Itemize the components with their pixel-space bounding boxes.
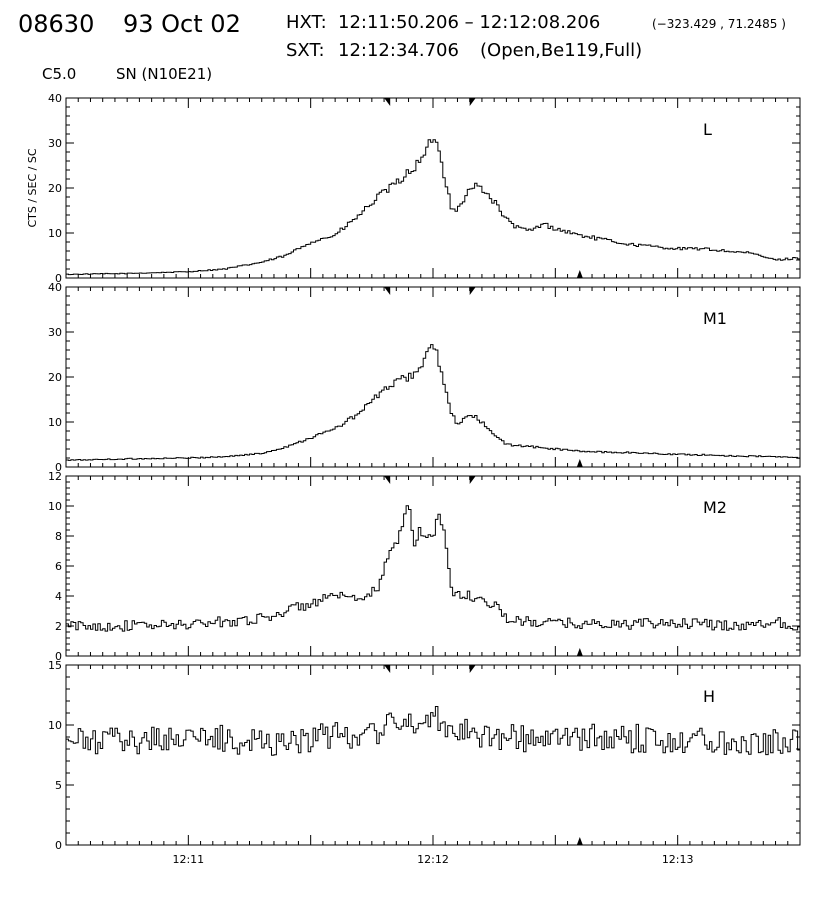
sxt-label: SXT: <box>286 40 325 61</box>
y-tick-label: 10 <box>48 416 62 429</box>
series-line-M2 <box>66 505 800 632</box>
hxt-start-marker <box>384 665 391 673</box>
panel-label-H: H <box>703 687 715 706</box>
y-tick-label: 20 <box>48 371 62 384</box>
event-id: 08630 <box>18 10 95 38</box>
goes-class: C5.0 <box>42 65 77 83</box>
series-line-L <box>66 139 800 276</box>
hxt-time-range: 12:11:50.206 – 12:12:08.206 <box>338 12 601 33</box>
y-tick-label: 0 <box>55 650 62 663</box>
hxt-label: HXT: <box>286 12 327 33</box>
y-tick-label: 10 <box>48 227 62 240</box>
sxt-time-marker <box>576 648 583 656</box>
y-tick-label: 12 <box>48 470 62 483</box>
hxt-end-marker <box>469 98 476 106</box>
panel-label-M2: M2 <box>703 498 727 517</box>
y-tick-label: 10 <box>48 500 62 513</box>
panel-frame-M1 <box>65 286 801 468</box>
series-line-H <box>66 706 800 756</box>
panel-frame-L <box>65 97 801 279</box>
sxt-time-marker <box>576 459 583 467</box>
x-tick-label: 12:11 <box>172 853 204 866</box>
y-tick-label: 2 <box>55 620 62 633</box>
y-tick-label: 5 <box>55 779 62 792</box>
hxt-start-marker <box>384 98 391 106</box>
sxt-time-marker <box>576 837 583 845</box>
hxt-end-marker <box>469 287 476 295</box>
y-tick-label: 0 <box>55 272 62 285</box>
y-tick-label: 0 <box>55 839 62 852</box>
y-tick-label: 30 <box>48 137 62 150</box>
x-tick-label: 12:13 <box>662 853 694 866</box>
panel-frame-H <box>65 664 801 846</box>
y-tick-label: 40 <box>48 281 62 294</box>
panel-label-M1: M1 <box>703 309 727 328</box>
x-tick-label: 12:12 <box>417 853 449 866</box>
y-tick-label: 6 <box>55 560 62 573</box>
observation-date: 93 Oct 02 <box>123 10 241 38</box>
hxt-start-marker <box>384 476 391 484</box>
y-tick-label: 0 <box>55 461 62 474</box>
y-tick-label: 15 <box>48 659 62 672</box>
y-tick-label: 8 <box>55 530 62 543</box>
hxt-end-marker <box>469 665 476 673</box>
hxt-start-marker <box>384 287 391 295</box>
hxt-end-marker <box>469 476 476 484</box>
flare-location: SN (N10E21) <box>116 65 213 83</box>
series-line-M1 <box>66 344 800 461</box>
y-tick-label: 20 <box>48 182 62 195</box>
hxt-position: (−323.429 , 71.2485 ) <box>652 17 786 31</box>
sxt-config: (Open,Be119,Full) <box>480 40 643 61</box>
y-axis-label: CTS / SEC / SC <box>26 148 39 227</box>
y-tick-label: 30 <box>48 326 62 339</box>
y-tick-label: 40 <box>48 92 62 105</box>
sxt-time: 12:12:34.706 <box>338 40 459 61</box>
panel-label-L: L <box>703 120 712 139</box>
y-tick-label: 10 <box>48 719 62 732</box>
y-tick-label: 4 <box>55 590 62 603</box>
sxt-time-marker <box>576 270 583 278</box>
